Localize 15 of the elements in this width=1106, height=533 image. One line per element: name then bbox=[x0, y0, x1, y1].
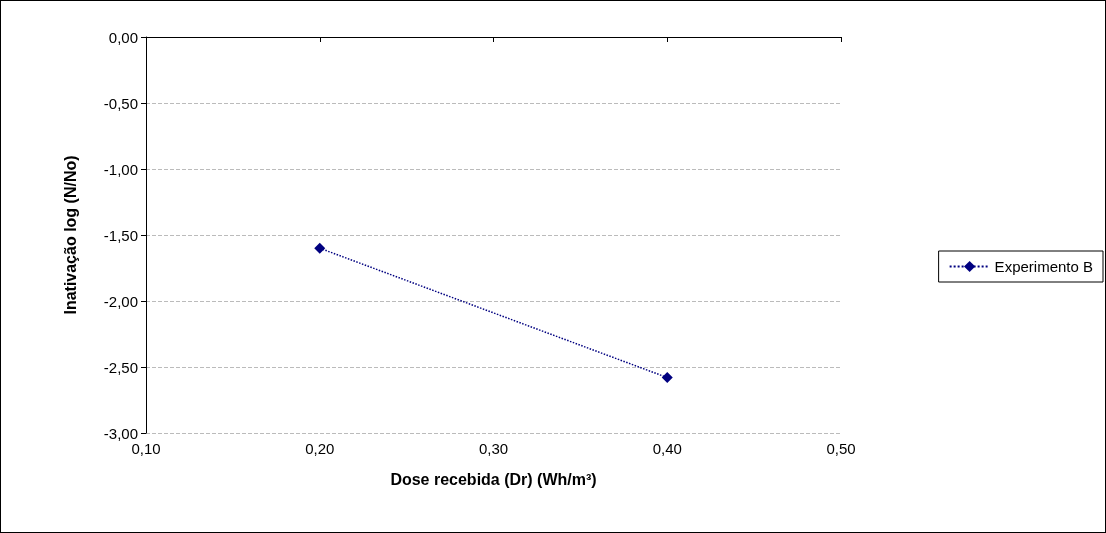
y-tick-label: -3,00 bbox=[103, 424, 138, 442]
x-tick-label: 0,20 bbox=[305, 440, 335, 457]
y-axis-title: Inativação log (N/No) bbox=[61, 155, 79, 315]
x-axis-title: Dose recebida (Dr) (Wh/m³) bbox=[390, 470, 597, 488]
y-tick-label: 0,00 bbox=[108, 28, 138, 46]
y-tick-label: -2,00 bbox=[103, 292, 138, 310]
y-tick-label: -1,50 bbox=[103, 226, 138, 244]
x-tick-label: 0,10 bbox=[131, 440, 161, 457]
x-tick-label: 0,30 bbox=[478, 440, 509, 457]
x-tick-label: 0,40 bbox=[652, 440, 682, 457]
legend-label: Experimento B bbox=[994, 258, 1094, 275]
x-tick-label: 0,50 bbox=[826, 440, 856, 457]
y-tick-label: -0,50 bbox=[103, 94, 138, 112]
y-tick-label: -1,00 bbox=[103, 160, 138, 178]
y-tick-label: -2,50 bbox=[103, 358, 138, 376]
